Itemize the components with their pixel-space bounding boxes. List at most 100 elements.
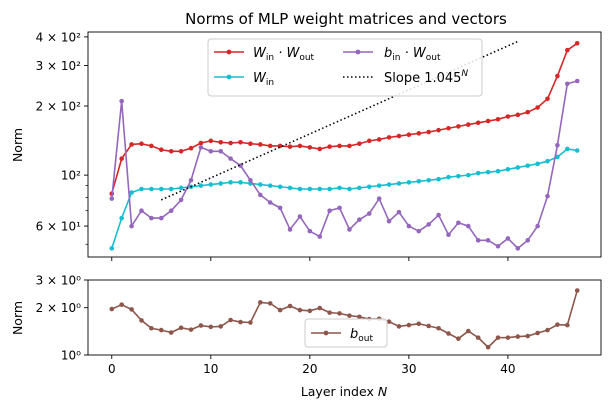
series-0-2-point-37 xyxy=(475,238,481,243)
series-0-0-point-42 xyxy=(525,109,531,115)
bottom-panel-axes: 0 10 20 30 40 10⁰ 2 × 10⁰ 3 × 10⁰ xyxy=(36,274,516,377)
series-0-0-point-9 xyxy=(198,140,204,146)
series-0-2-point-35 xyxy=(456,220,461,226)
series-0-2-line xyxy=(110,80,578,250)
series-0-2-point-11 xyxy=(218,148,224,154)
series-1-0-point-37 xyxy=(475,335,481,340)
series-0-1-point-19 xyxy=(297,186,303,192)
series-1-0-point-44 xyxy=(545,327,550,333)
series-0-2-point-43 xyxy=(535,223,540,229)
series-1-0-point-35 xyxy=(456,336,461,341)
series-0-0-point-28 xyxy=(386,135,392,140)
series-0-2-point-23 xyxy=(337,205,342,211)
y-tick-label-60: 6 × 10¹ xyxy=(36,220,82,234)
series-0-1-point-15 xyxy=(258,182,263,187)
series-1-0-point-46 xyxy=(565,322,570,328)
series-0-0-point-14 xyxy=(248,141,253,147)
series-0-1-point-47 xyxy=(574,148,580,153)
series-0-1-point-0 xyxy=(109,246,115,251)
bottom-legend-box xyxy=(304,318,388,348)
series-1-0-point-22 xyxy=(327,310,332,315)
series-0-2-point-2 xyxy=(129,223,134,229)
series-0-1-point-35 xyxy=(456,173,461,179)
series-1-0-point-17 xyxy=(277,307,283,313)
series-0-1-point-3 xyxy=(139,186,144,192)
series-0-1-point-25 xyxy=(357,185,362,191)
series-0-0-point-37 xyxy=(475,120,481,126)
top-legend: Win · Wout Win bin · Wout Slope 1.045N xyxy=(207,38,483,97)
series-1-0-point-2 xyxy=(129,307,134,312)
series-1-0-point-41 xyxy=(515,334,521,339)
series-1-0-point-15 xyxy=(258,300,263,305)
series-0-0-point-20 xyxy=(307,145,313,150)
series-0-1-point-40 xyxy=(505,167,511,172)
series-0-0-point-26 xyxy=(366,138,372,144)
series-0-0-point-43 xyxy=(535,105,540,110)
series-0-0-point-29 xyxy=(396,133,402,139)
series-1-0-point-14 xyxy=(248,320,253,325)
y-tick-label-3: 3 × 10⁰ xyxy=(36,274,82,288)
series-0-1-point-16 xyxy=(267,183,273,188)
series-0-2-point-40 xyxy=(505,236,511,241)
legend-label-bin-wout: bin · Wout xyxy=(384,46,441,63)
series-0-2-point-14 xyxy=(248,177,253,183)
series-0-0-point-3 xyxy=(139,141,144,147)
series-0-1-point-44 xyxy=(545,158,550,164)
bottom-y-axis-label: Norm xyxy=(10,301,25,335)
series-0-2-point-41 xyxy=(515,246,521,251)
series-0-1-point-13 xyxy=(238,180,243,185)
series-0-0-point-13 xyxy=(238,139,243,145)
series-0-2-point-7 xyxy=(178,197,184,203)
legend-entry-win: Win xyxy=(214,71,274,88)
series-0-2-point-9 xyxy=(198,145,204,150)
series-0-0-point-31 xyxy=(416,131,422,136)
series-0-2-point-38 xyxy=(485,238,491,243)
legend-entry-win-wout: Win · Wout xyxy=(214,46,315,63)
series-0-0-point-7 xyxy=(178,148,184,154)
series-1-0-point-25 xyxy=(357,314,362,320)
bottom-legend: bout xyxy=(304,318,388,348)
series-0-0-point-38 xyxy=(485,118,491,124)
series-0-2-point-27 xyxy=(376,196,382,201)
series-1-0-point-0 xyxy=(109,306,115,312)
series-1-0-point-47 xyxy=(574,288,580,293)
series-0-1-point-43 xyxy=(535,161,540,167)
series-0-2-point-46 xyxy=(565,81,570,87)
series-0-2-point-33 xyxy=(436,212,441,218)
x-tick-label-10: 10 xyxy=(203,362,218,376)
series-0-1-point-45 xyxy=(555,154,560,160)
series-0-1-point-1 xyxy=(119,215,124,221)
series-1-0-point-39 xyxy=(495,335,501,340)
series-1-0-point-32 xyxy=(426,323,431,329)
series-0-2-point-20 xyxy=(307,228,313,234)
series-1-0-point-19 xyxy=(297,307,303,313)
series-0-1-point-38 xyxy=(485,169,491,175)
y-tick-label-300: 3 × 10² xyxy=(36,59,82,73)
series-0-0-point-15 xyxy=(258,142,263,147)
series-0-2-point-12 xyxy=(228,156,233,161)
series-1-0-point-45 xyxy=(555,322,560,327)
series-1-0-point-13 xyxy=(238,319,243,325)
series-1-0-point-33 xyxy=(436,325,441,331)
series-0-0-point-10 xyxy=(208,138,214,144)
series-0-1-point-32 xyxy=(426,177,431,183)
series-0-2-point-31 xyxy=(416,228,422,234)
series-0-2-point-6 xyxy=(168,208,174,213)
series-1-0-point-16 xyxy=(267,301,273,306)
bottom-panel-marks xyxy=(109,288,580,350)
series-1-0-point-8 xyxy=(188,327,194,332)
series-0-1-point-9 xyxy=(198,183,204,188)
series-0-1-point-17 xyxy=(277,184,283,190)
series-1-0-point-18 xyxy=(287,303,293,309)
series-0-0-point-19 xyxy=(297,143,303,149)
series-0-1-point-12 xyxy=(228,180,233,185)
legend-marker-win xyxy=(226,74,232,80)
top-panel-axes: 6 × 10¹ 10² 2 × 10² 3 × 10² 4 × 10² xyxy=(36,30,509,261)
chart-title: Norms of MLP weight matrices and vectors xyxy=(185,10,507,28)
series-0-1-point-21 xyxy=(317,186,323,192)
series-0-2-point-0 xyxy=(109,196,115,201)
series-0-0-point-11 xyxy=(218,139,224,145)
legend-label-bout: bout xyxy=(350,327,373,344)
series-0-2-point-25 xyxy=(357,217,362,222)
series-1-0-point-11 xyxy=(218,324,224,329)
